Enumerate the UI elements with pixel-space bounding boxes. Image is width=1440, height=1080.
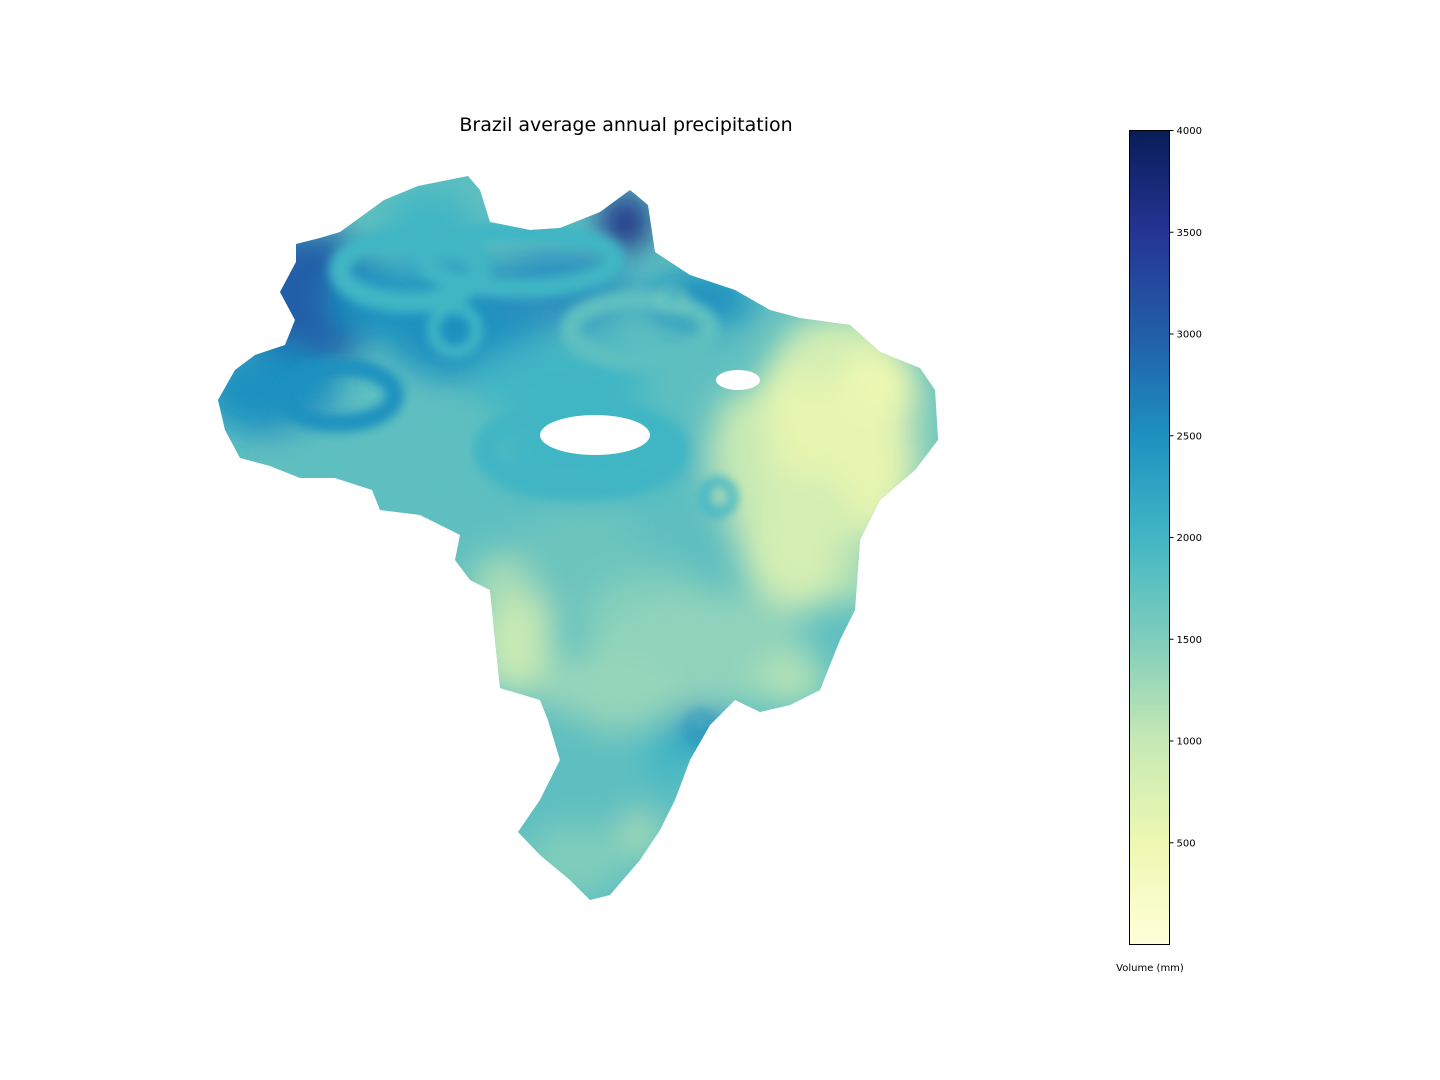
colorbar-tick-label: 3000: [1177, 330, 1202, 341]
colorbar-tick-label: 2000: [1177, 533, 1202, 544]
colorbar-label: Volume (mm): [1116, 963, 1184, 974]
colorbar-tick-label: 4000: [1177, 126, 1202, 137]
data-gap: [540, 415, 650, 455]
colorbar-tick-label: 1500: [1177, 635, 1202, 646]
precipitation-field: [218, 190, 938, 895]
colorbar: 500 1000 1500 2000 2500 3000 3500 4000: [1129, 126, 1202, 945]
colorbar-tick-label: 500: [1177, 838, 1196, 849]
colorbar-tick-label: 3500: [1177, 228, 1202, 239]
data-gap: [716, 370, 760, 390]
colorbar-body: [1129, 130, 1170, 945]
contour-rings: [276, 222, 738, 741]
colorbar-ticks: 500 1000 1500 2000 2500 3000 3500 4000: [1169, 126, 1202, 849]
map-fill-layer: [218, 176, 938, 900]
colorbar-tick-label: 2500: [1177, 431, 1202, 442]
chart-title: Brazil average annual precipitation: [459, 114, 793, 136]
colorbar-tick-label: 1000: [1177, 737, 1202, 748]
